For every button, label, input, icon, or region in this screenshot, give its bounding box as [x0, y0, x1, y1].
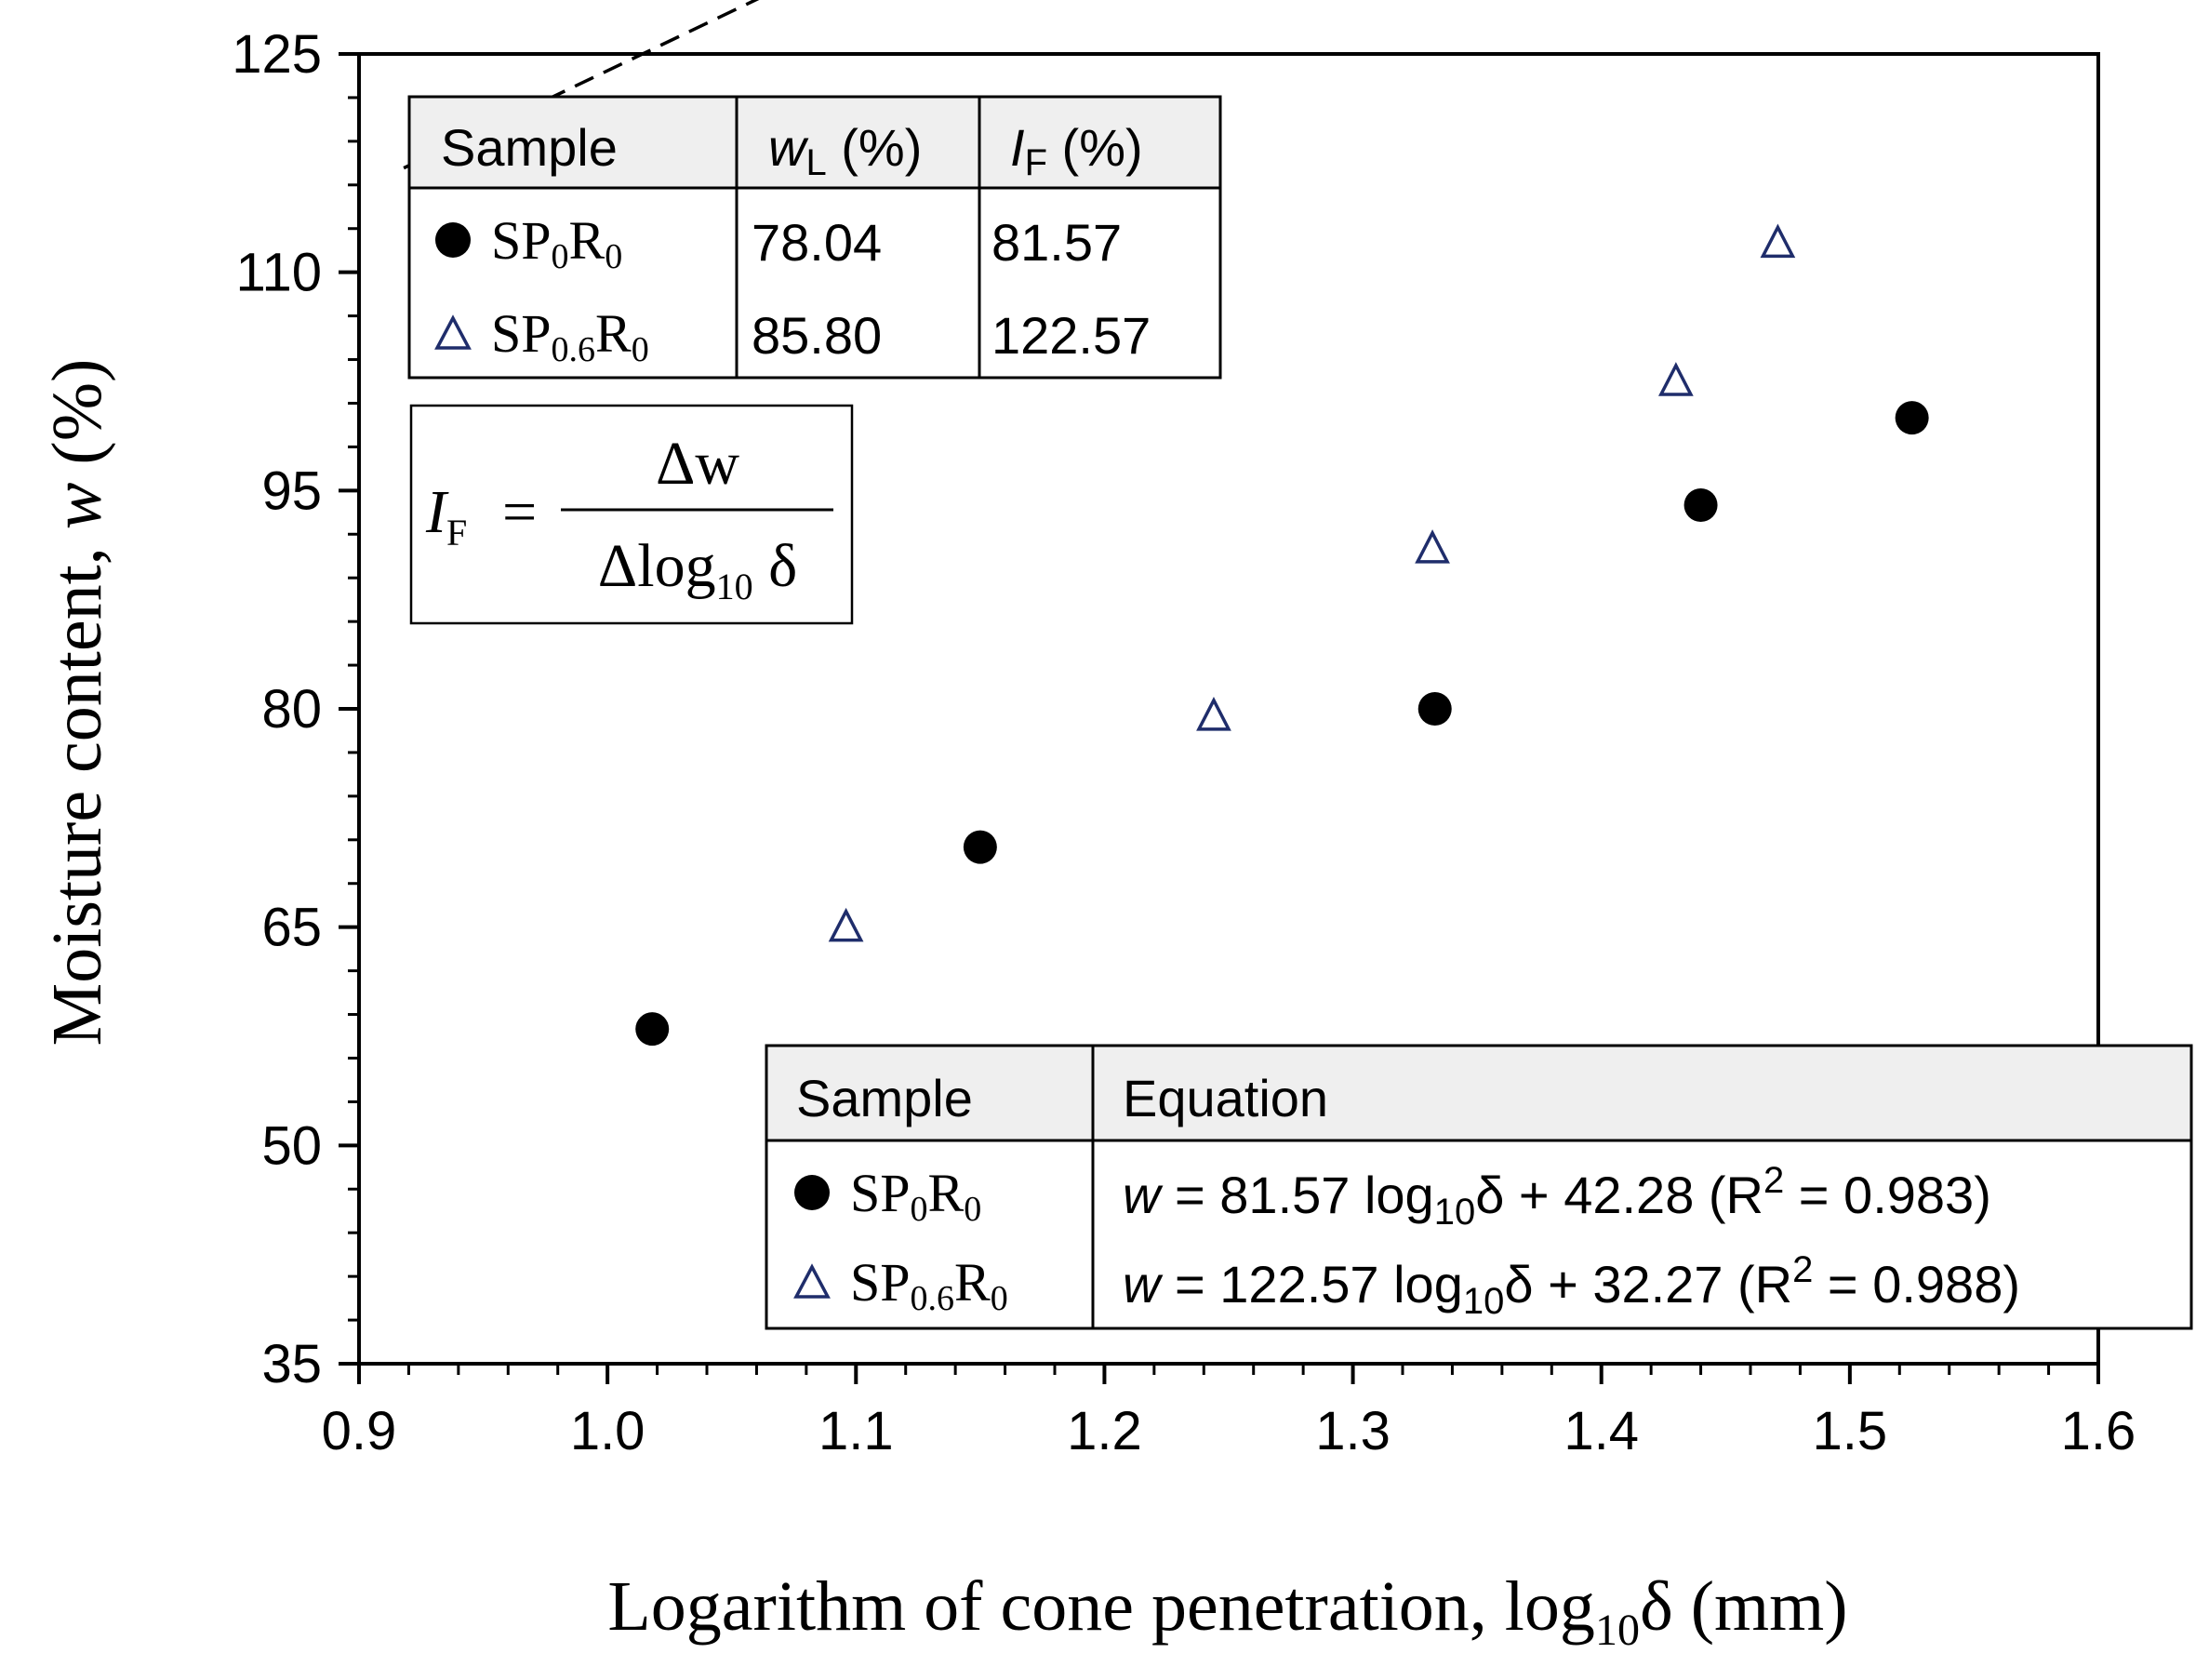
x-tick-label: 1.3 [1315, 1401, 1391, 1461]
y-axis-title: Moisture content, w (%) [38, 359, 116, 1047]
table-header-wl: wL (%) [768, 118, 922, 183]
table-cell-if: 81.57 [991, 213, 1122, 272]
table-row-label: SP0R0 [850, 1163, 981, 1229]
y-tick-label: 95 [261, 460, 322, 521]
data-point-SP0R0 [635, 1012, 670, 1047]
table-cell-wl: 78.04 [752, 213, 882, 272]
y-tick-label: 65 [261, 898, 322, 958]
x-tick-label: 1.6 [2061, 1401, 2136, 1461]
axis-ticks [339, 52, 2100, 1384]
table-row-label: SP0R0 [491, 210, 622, 276]
flow-index-formula: IF = Δw Δlog10 δ [409, 404, 854, 625]
svg-text:=: = [502, 478, 537, 546]
svg-text:Δlog10 δ: Δlog10 δ [598, 532, 797, 607]
x-tick-label: 1.5 [1813, 1401, 1888, 1461]
legend-marker-triangle [434, 314, 472, 350]
table-row-label: SP0.6R0 [850, 1252, 1008, 1318]
table-cell-wl: 85.80 [752, 306, 882, 365]
svg-text:IF: IF [425, 478, 467, 553]
fit-lines [403, 0, 760, 170]
equation-text: w = 122.57 log10δ + 32.27 (R2 = 0.988) [1123, 1249, 2020, 1322]
x-tick-label: 1.0 [570, 1401, 645, 1461]
legend-marker-circle [435, 222, 471, 258]
x-tick-label: 1.1 [818, 1401, 894, 1461]
fit-line-SP0R0 [403, 0, 760, 170]
equation-text: w = 81.57 log10δ + 42.28 (R2 = 0.983) [1123, 1160, 1991, 1233]
table-header-if: IF (%) [1010, 118, 1143, 183]
data-point-SP0R0 [963, 830, 997, 864]
data-point-SP0R0 [1683, 487, 1718, 522]
x-tick-label: 1.4 [1564, 1401, 1639, 1461]
data-point-SP0.6R0 [1760, 223, 1796, 259]
table-cell-if: 122.57 [991, 306, 1151, 365]
data-point-SP0.6R0 [1415, 529, 1450, 564]
y-tick-label: 35 [261, 1334, 322, 1394]
table-header-sample: Sample [796, 1069, 973, 1127]
axis-tick-labels: 0.9 1.0 1.1 1.2 1.3 1.4 1.5 1.6 35 50 65 80 95 110 125 [232, 24, 2136, 1461]
data-points [635, 223, 1929, 1047]
y-tick-label: 50 [261, 1115, 322, 1176]
x-tick-label: 0.9 [322, 1401, 397, 1461]
data-point-SP0R0 [1417, 692, 1452, 726]
x-axis-title: Logarithm of cone penetration, log10δ (m… [607, 1567, 1847, 1655]
table-header-equation: Equation [1123, 1069, 1328, 1127]
table-header-sample: Sample [441, 118, 618, 177]
data-point-SP0.6R0 [828, 907, 864, 942]
liquid-limit-table: Sample wL (%) IF (%) SP0R0 78.04 81.57 S… [407, 95, 1222, 380]
x-tick-label: 1.2 [1067, 1401, 1142, 1461]
legend-marker-circle [794, 1175, 830, 1210]
data-point-SP0R0 [1895, 401, 1929, 435]
svg-text:Δw: Δw [656, 430, 739, 498]
legend-marker-triangle [793, 1263, 831, 1299]
regression-table: Sample Equation SP0R0 w = 81.57 log10δ +… [765, 1044, 2193, 1330]
y-tick-label: 80 [261, 679, 322, 740]
data-point-SP0.6R0 [1657, 362, 1694, 396]
y-tick-label: 125 [232, 24, 322, 85]
table-row-label: SP0.6R0 [491, 303, 649, 369]
y-tick-label: 110 [236, 243, 322, 303]
data-point-SP0.6R0 [1196, 697, 1231, 731]
